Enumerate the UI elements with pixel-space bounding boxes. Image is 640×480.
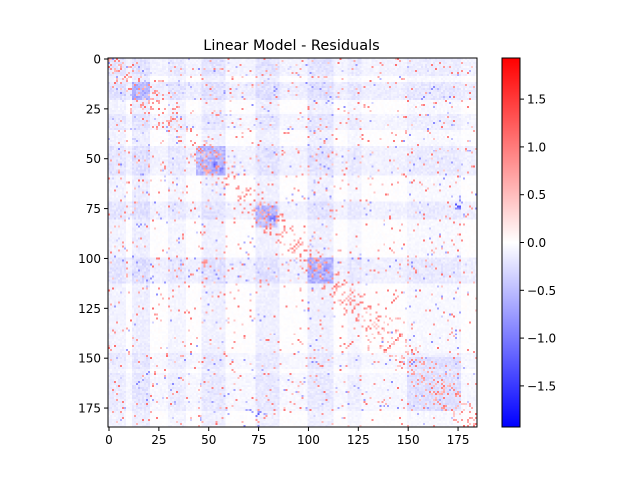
y-tick-label: 75 [86, 202, 101, 216]
colorbar-tick-label: 0.5 [527, 188, 546, 202]
x-tick-label: 25 [151, 433, 166, 447]
y-tick-label: 50 [86, 152, 101, 166]
y-tick-label: 175 [78, 402, 101, 416]
colorbar-tick-label: 0.0 [527, 236, 546, 250]
x-axis: 0 25 50 75 100 125 150 175 [105, 427, 470, 447]
colorbar-gradient [502, 58, 520, 427]
colorbar-tick-label: 1.0 [527, 140, 546, 154]
x-tick-label: 150 [397, 433, 420, 447]
x-tick-label: 0 [105, 433, 113, 447]
colorbar-tick-label: −1.0 [527, 332, 556, 346]
y-tick-label: 150 [78, 352, 101, 366]
heatmap-area [107, 57, 478, 428]
y-tick-label: 100 [78, 252, 101, 266]
x-tick-label: 75 [251, 433, 266, 447]
x-tick-label: 50 [201, 433, 216, 447]
y-tick-label: 0 [93, 52, 101, 66]
colorbar-ticks: 1.5 1.0 0.5 0.0 −0.5 −1.0 −1.5 [520, 93, 556, 393]
colorbar-tick-label: −1.5 [527, 379, 556, 393]
x-tick-label: 100 [297, 433, 320, 447]
colorbar-tick-label: 1.5 [527, 93, 546, 107]
heatmap-frame [107, 57, 478, 428]
x-tick-label: 175 [447, 433, 470, 447]
x-tick-label: 125 [347, 433, 370, 447]
y-tick-label: 25 [86, 102, 101, 116]
colorbar: 1.5 1.0 0.5 0.0 −0.5 −1.0 −1.5 [501, 57, 556, 428]
y-axis: 0 25 50 75 100 125 150 175 [78, 52, 108, 416]
y-tick-label: 125 [78, 302, 101, 316]
heatmap-image [108, 58, 477, 427]
colorbar-tick-label: −0.5 [527, 284, 556, 298]
chart-title: Linear Model - Residuals [203, 38, 379, 54]
